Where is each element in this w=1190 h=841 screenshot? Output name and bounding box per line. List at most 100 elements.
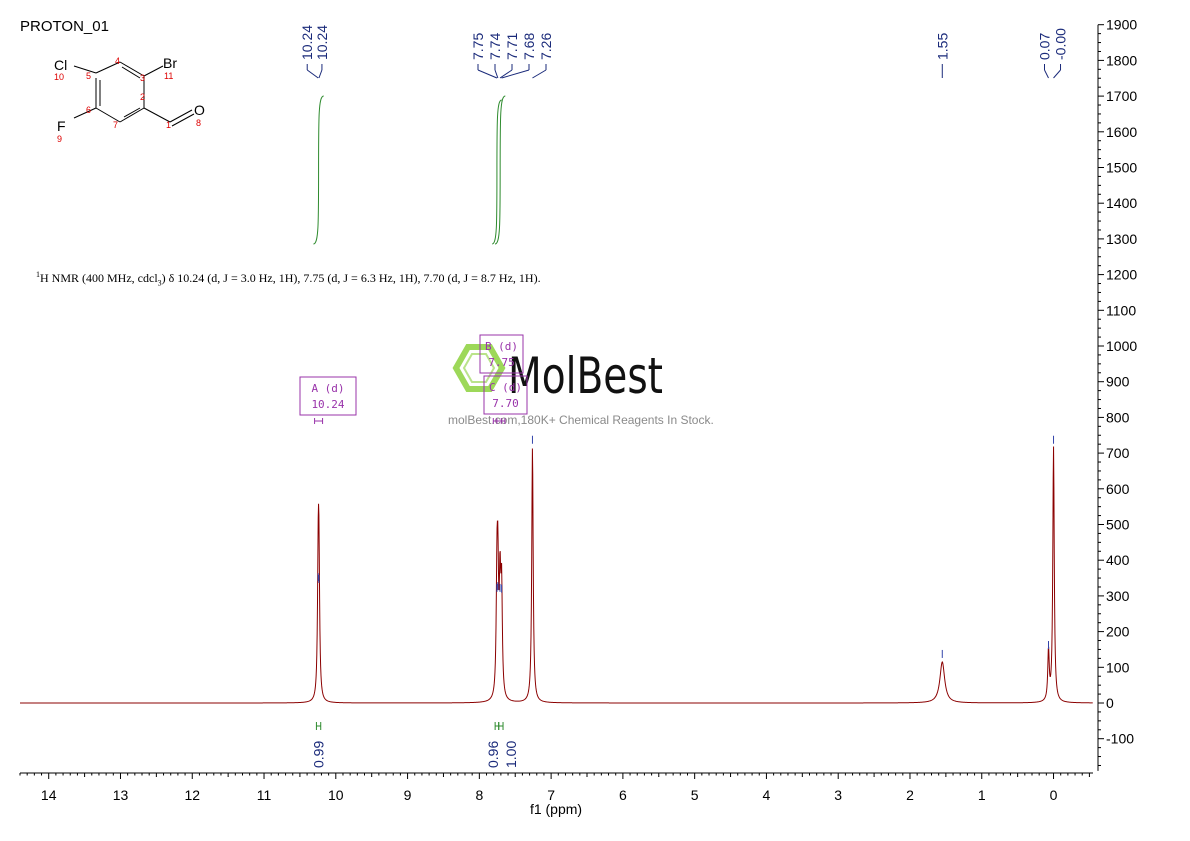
multiplet-label: C (d) — [489, 381, 522, 394]
multiplet-box — [299, 376, 357, 416]
x-tick-label: 6 — [619, 787, 627, 803]
x-tick-label: 12 — [184, 787, 200, 803]
ring-number: 2 — [140, 92, 145, 102]
x-tick-label: 3 — [834, 787, 842, 803]
y-tick-label: 300 — [1106, 588, 1130, 604]
y-tick-label: 1300 — [1106, 231, 1137, 247]
atom-br: Br — [163, 55, 177, 71]
ring-number: 4 — [115, 56, 120, 66]
bond — [119, 107, 145, 123]
peak-label: 7.68 — [521, 33, 537, 60]
hexagon-logo-icon — [452, 344, 506, 392]
y-tick-label: 200 — [1106, 624, 1130, 640]
multiplet-box — [479, 334, 524, 374]
peak-connector — [499, 69, 513, 79]
bond — [121, 66, 141, 79]
atom-o: O — [194, 102, 205, 118]
bond — [171, 113, 195, 127]
multiplet-label: A (d) — [311, 382, 344, 395]
integral-value: 0.99 — [311, 741, 327, 768]
nmr-summary-text: 1H NMR (400 MHz, cdcl3) δ 10.24 (d, J = … — [36, 270, 541, 287]
spectrum-line — [20, 446, 1093, 704]
atom-f-number: 9 — [57, 134, 62, 144]
atom-br-number: 11 — [164, 71, 173, 81]
ring-number: 5 — [86, 71, 91, 81]
x-tick-label: 13 — [113, 787, 129, 803]
x-axis: 14 13 12 11 10 9 8 7 6 5 4 3 2 1 0 — [19, 772, 1093, 803]
y-tick-label: 1500 — [1106, 160, 1137, 176]
ring-number: 7 — [113, 120, 118, 130]
integral-curve — [491, 99, 502, 245]
peak-label: 10.24 — [299, 25, 315, 60]
multiplet-shift: 10.24 — [311, 398, 344, 411]
peak-connector — [494, 69, 499, 79]
x-tick-label: 5 — [691, 787, 699, 803]
bond — [143, 65, 164, 77]
multiplet-label: B (d) — [485, 340, 518, 353]
ring-number: 1 — [166, 120, 171, 130]
peak-label: 7.75 — [470, 33, 486, 60]
y-tick-label: -100 — [1106, 731, 1134, 747]
bond — [169, 109, 193, 123]
bond — [95, 61, 121, 74]
y-tick-label: 900 — [1106, 374, 1130, 390]
ring-number: 3 — [140, 73, 145, 83]
solvent-subscript: 3 — [157, 278, 162, 288]
y-tick-label: 1800 — [1106, 52, 1137, 68]
x-tick-label: 9 — [404, 787, 412, 803]
y-tick-label: 700 — [1106, 445, 1130, 461]
x-tick-label: 1 — [978, 787, 986, 803]
x-tick-label: 4 — [763, 787, 771, 803]
multiplet-boxes: A (d) 10.24 B (d) 7.75 C (d) 7.70 — [299, 334, 528, 424]
atom-cl-number: 10 — [54, 72, 64, 82]
x-tick-label: 8 — [475, 787, 483, 803]
bond — [73, 107, 97, 119]
peak-connector — [306, 69, 319, 79]
bond — [73, 65, 97, 74]
bond — [95, 107, 121, 123]
y-axis: -100 0 100 200 300 400 500 600 700 800 900 1000 1100… — [1097, 17, 1137, 771]
peak-label: 7.26 — [538, 33, 554, 60]
peak-connector — [318, 69, 323, 79]
watermark-brand: MolBest — [508, 347, 663, 405]
peak-connector — [477, 69, 498, 79]
y-tick-label: 1900 — [1106, 17, 1137, 33]
peak-label: 10.24 — [314, 25, 330, 60]
y-tick-label: 600 — [1106, 481, 1130, 497]
nucleus-superscript: 1 — [36, 270, 40, 279]
x-tick-label: 0 — [1050, 787, 1058, 803]
watermark-tagline: molBest.com,180K+ Chemical Reagents In S… — [448, 413, 714, 427]
peak-connector — [1044, 69, 1049, 79]
multiplet-shift: 7.70 — [492, 397, 519, 410]
bond — [123, 107, 141, 118]
x-tick-label: 11 — [257, 787, 272, 803]
y-tick-label: 1000 — [1106, 338, 1137, 354]
y-tick-label: 1400 — [1106, 195, 1137, 211]
integral-value: 0.96 — [485, 741, 501, 768]
y-tick-label: 100 — [1106, 659, 1130, 675]
peak-label: 7.71 — [504, 33, 520, 60]
integral-curve — [494, 95, 506, 245]
bond — [119, 61, 145, 77]
x-tick-label: 10 — [328, 787, 344, 803]
summary-suffix: ) δ 10.24 (d, J = 3.0 Hz, 1H), 7.75 (d, … — [161, 271, 541, 285]
bond — [143, 107, 171, 123]
atom-o-number: 8 — [196, 118, 201, 128]
peak-label: -0.00 — [1053, 28, 1069, 60]
ring-number: 6 — [86, 105, 91, 115]
molecule-structure — [73, 61, 195, 127]
y-tick-label: 1100 — [1106, 302, 1136, 318]
atom-cl: Cl — [54, 57, 67, 73]
multiplet-box — [483, 375, 528, 415]
integral-labels: 0.99 0.96 1.00 — [311, 722, 519, 768]
atom-f: F — [57, 118, 66, 134]
molecule-labels: Cl 10 Br 11 F 9 O 8 1 2 3 4 5 6 7 — [54, 55, 205, 144]
peak-markers — [317, 435, 1055, 658]
y-tick-label: 500 — [1106, 517, 1130, 533]
y-tick-label: 1600 — [1106, 124, 1137, 140]
hexagon-inner-icon — [462, 353, 496, 383]
integral-curve — [313, 95, 324, 245]
integral-value: 1.00 — [503, 741, 519, 768]
